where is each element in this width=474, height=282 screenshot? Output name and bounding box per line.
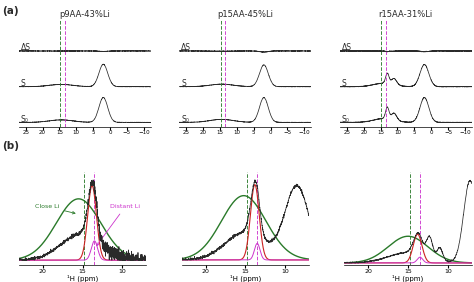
- Text: ΔS: ΔS: [21, 43, 31, 52]
- X-axis label: ¹H (ppm): ¹H (ppm): [392, 275, 424, 282]
- Text: Distant Li: Distant Li: [97, 204, 140, 246]
- X-axis label: ¹H (ppm): ¹H (ppm): [67, 275, 98, 282]
- Text: S₀: S₀: [181, 115, 189, 124]
- Title: p9AA-43%Li: p9AA-43%Li: [59, 10, 110, 19]
- Text: S₀: S₀: [342, 115, 350, 124]
- Text: S: S: [342, 79, 346, 88]
- Text: ΔS: ΔS: [181, 43, 191, 52]
- Title: p15AA-45%Li: p15AA-45%Li: [217, 10, 273, 19]
- Text: Close Li: Close Li: [35, 204, 75, 214]
- Text: S: S: [181, 79, 186, 88]
- Text: S₀: S₀: [21, 115, 28, 124]
- Text: (a): (a): [2, 6, 19, 16]
- Text: ΔS: ΔS: [342, 43, 352, 52]
- Text: (b): (b): [2, 141, 19, 151]
- Title: r15AA-31%Li: r15AA-31%Li: [379, 10, 433, 19]
- Text: S: S: [21, 79, 26, 88]
- X-axis label: ¹H (ppm): ¹H (ppm): [230, 275, 261, 282]
